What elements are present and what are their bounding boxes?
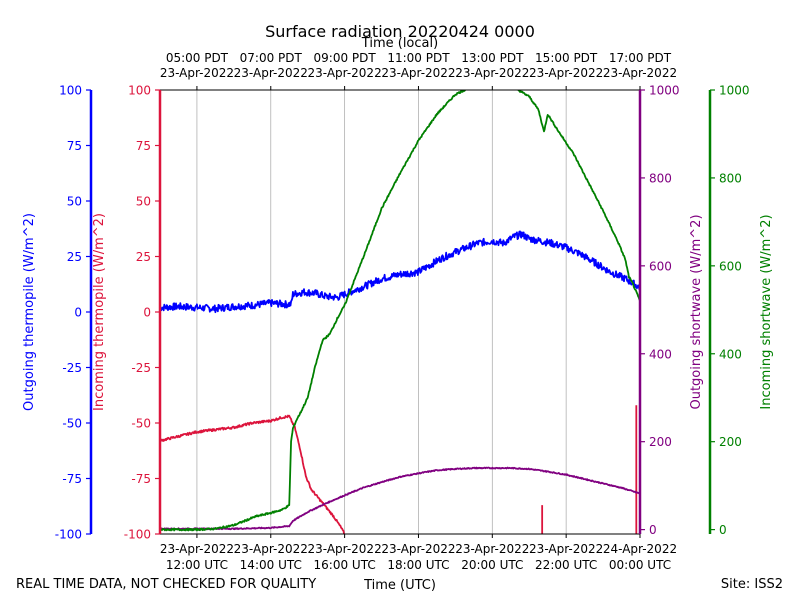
x-tick-label-time-20: 20:00 UTC [461, 558, 523, 572]
x-tick-label-time-16: 16:00 UTC [314, 558, 376, 572]
top-tick-label-date-20: 23-Apr-2022 [455, 66, 529, 80]
top-tick-label-date-18: 23-Apr-2022 [381, 66, 455, 80]
plot-area [160, 90, 640, 534]
site-label: Site: ISS2 [721, 577, 783, 592]
top-tick-label-date-14: 23-Apr-2022 [234, 66, 308, 80]
outgoing-thermopile-tick-label-0: 0 [74, 306, 82, 320]
outgoing-thermopile-tick-label-75: 75 [67, 139, 82, 153]
incoming-shortwave-axis-label: Incoming shortwave (W/m^2) [759, 214, 774, 409]
x-tick-label-date-22: 23-Apr-2022 [529, 542, 603, 556]
incoming-thermopile-tick-label-75: 75 [136, 139, 151, 153]
top-tick-label-time-22: 15:00 PDT [535, 51, 598, 65]
x-ticks: 23-Apr-2022 12:00 UTC 23-Apr-2022 14:00 UTC… [160, 51, 677, 572]
series-incoming-thermopile [160, 414, 345, 534]
x-tick-label-date-14: 23-Apr-2022 [234, 542, 308, 556]
outgoing-thermopile-tick-label--50: -50 [62, 417, 82, 431]
incoming-shortwave-tick-label-0: 0 [719, 523, 727, 537]
incoming-thermopile-tick-label-50: 50 [136, 195, 151, 209]
top-tick-label-date-24: 23-Apr-2022 [603, 66, 677, 80]
outgoing-shortwave-tick-label-1000: 1000 [649, 84, 680, 98]
x-tick-label-date-20: 23-Apr-2022 [455, 542, 529, 556]
x-tick-label-date-12: 23-Apr-2022 [160, 542, 234, 556]
x-tick-label-date-24: 24-Apr-2022 [603, 542, 677, 556]
incoming-thermopile-tick-label--25: -25 [131, 361, 151, 375]
outgoing-shortwave-tick-label-0: 0 [649, 523, 657, 537]
x-axis-label: Time (UTC) [363, 578, 436, 593]
series-outgoing-shortwave [160, 466, 640, 531]
x-tick-label-time-14: 14:00 UTC [240, 558, 302, 572]
outgoing-shortwave-tick-label-600: 600 [649, 259, 672, 273]
incoming-thermopile-tick-label-100: 100 [128, 84, 151, 98]
quality-notice: REAL TIME DATA, NOT CHECKED FOR QUALITY [16, 577, 316, 592]
x-tick-label-time-24: 00:00 UTC [609, 558, 671, 572]
top-tick-label-date-16: 23-Apr-2022 [308, 66, 382, 80]
outgoing-shortwave-tick-label-800: 800 [649, 171, 672, 185]
incoming-thermopile-axis-label: Incoming thermopile (W/m^2) [92, 213, 107, 411]
incoming-thermopile-tick-label-0: 0 [143, 306, 151, 320]
incoming-shortwave-tick-label-1000: 1000 [719, 84, 750, 98]
series-outgoing-thermopile [160, 230, 640, 314]
outgoing-thermopile-tick-label-50: 50 [67, 195, 82, 209]
top-tick-label-time-24: 17:00 PDT [609, 51, 672, 65]
x-tick-label-date-16: 23-Apr-2022 [308, 542, 382, 556]
top-tick-label-time-12: 05:00 PDT [166, 51, 229, 65]
series-incoming-shortwave [160, 90, 640, 532]
chart-title: Surface radiation 20220424 0000 [265, 22, 535, 41]
series-layer [160, 90, 640, 534]
incoming-thermopile-tick-label--50: -50 [131, 417, 151, 431]
top-tick-label-time-14: 07:00 PDT [240, 51, 303, 65]
x-tick-label-time-22: 22:00 UTC [535, 558, 597, 572]
top-tick-label-time-18: 11:00 PDT [387, 51, 450, 65]
x-tick-label-date-18: 23-Apr-2022 [381, 542, 455, 556]
top-tick-label-date-22: 23-Apr-2022 [529, 66, 603, 80]
x-tick-label-time-18: 18:00 UTC [387, 558, 449, 572]
incoming-shortwave-tick-label-800: 800 [719, 171, 742, 185]
outgoing-thermopile-tick-label--75: -75 [62, 472, 82, 486]
top-axis-label: Time (local) [361, 36, 438, 51]
x-tick-label-time-12: 12:00 UTC [166, 558, 228, 572]
incoming-thermopile-tick-label--75: -75 [131, 472, 151, 486]
outgoing-shortwave-tick-label-400: 400 [649, 347, 672, 361]
outgoing-thermopile-axis-label: Outgoing thermopile (W/m^2) [22, 213, 37, 411]
outgoing-thermopile-tick-label--25: -25 [62, 361, 82, 375]
top-tick-label-time-16: 09:00 PDT [314, 51, 377, 65]
incoming-thermopile-tick-label--100: -100 [124, 528, 151, 542]
outgoing-thermopile-tick-label--100: -100 [55, 528, 82, 542]
axes-layer: -100 -75 -50 -25 0 25 50 75 100 Outgoing thermopi… [22, 84, 774, 542]
outgoing-shortwave-tick-label-200: 200 [649, 435, 672, 449]
top-tick-label-date-12: 23-Apr-2022 [160, 66, 234, 80]
incoming-shortwave-tick-label-200: 200 [719, 435, 742, 449]
incoming-shortwave-tick-label-400: 400 [719, 347, 742, 361]
incoming-thermopile-tick-label-25: 25 [136, 250, 151, 264]
outgoing-thermopile-tick-label-100: 100 [59, 84, 82, 98]
outgoing-shortwave-axis-label: Outgoing shortwave (W/m^2) [689, 214, 704, 409]
incoming-shortwave-tick-label-600: 600 [719, 259, 742, 273]
outgoing-thermopile-tick-label-25: 25 [67, 250, 82, 264]
top-tick-label-time-20: 13:00 PDT [461, 51, 524, 65]
